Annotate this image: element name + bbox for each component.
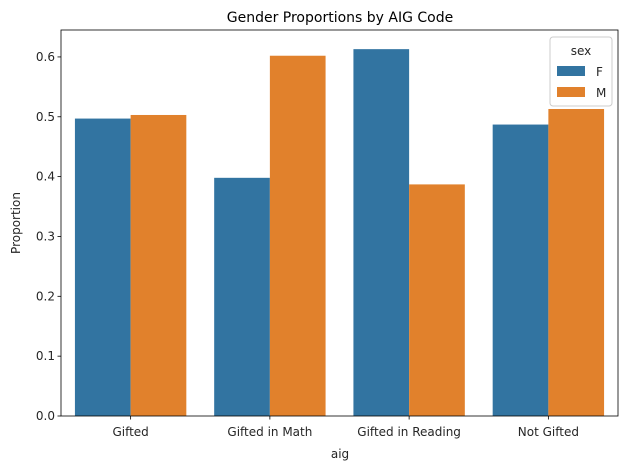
- legend-title: sex: [571, 44, 592, 58]
- y-tick-label: 0.5: [36, 110, 55, 124]
- bar-f-1: [214, 177, 270, 416]
- y-tick-label: 0.0: [36, 409, 55, 423]
- legend: sex FM: [549, 36, 613, 107]
- legend-label-m: M: [596, 86, 606, 100]
- plot-frame: [60, 29, 619, 417]
- x-tick-label: Gifted: [112, 425, 148, 439]
- y-tick-label: 0.3: [36, 229, 55, 243]
- legend-swatch-f: [557, 66, 585, 76]
- legend-swatch-m: [557, 87, 585, 97]
- y-axis: 0.0 0.1 0.2 0.3 0.4 0.5 0.6: [36, 50, 61, 423]
- legend-label-f: F: [596, 65, 603, 79]
- x-tick-label: Gifted in Reading: [357, 425, 461, 439]
- x-tick-label: Gifted in Math: [227, 425, 312, 439]
- x-axis-label: aig: [331, 447, 349, 461]
- y-tick-label: 0.6: [36, 50, 55, 64]
- bar-f-0: [74, 118, 131, 416]
- y-tick-label: 0.4: [36, 170, 55, 184]
- y-tick-label: 0.1: [36, 349, 55, 363]
- y-axis-label: Proportion: [9, 192, 23, 254]
- bar-m-1: [269, 55, 326, 416]
- x-axis: Gifted Gifted in Math Gifted in Reading Not…: [112, 416, 579, 439]
- bar-f-2: [353, 49, 410, 416]
- y-tick-label: 0.2: [36, 289, 55, 303]
- legend-items: FM: [557, 65, 606, 100]
- bars-group: [74, 49, 605, 416]
- x-tick-label: Not Gifted: [518, 425, 579, 439]
- bar-m-0: [130, 114, 187, 416]
- chart-title: Gender Proportions by AIG Code: [227, 10, 454, 26]
- bar-m-2: [409, 184, 465, 416]
- bar-m-3: [548, 108, 605, 416]
- bar-f-3: [492, 124, 549, 416]
